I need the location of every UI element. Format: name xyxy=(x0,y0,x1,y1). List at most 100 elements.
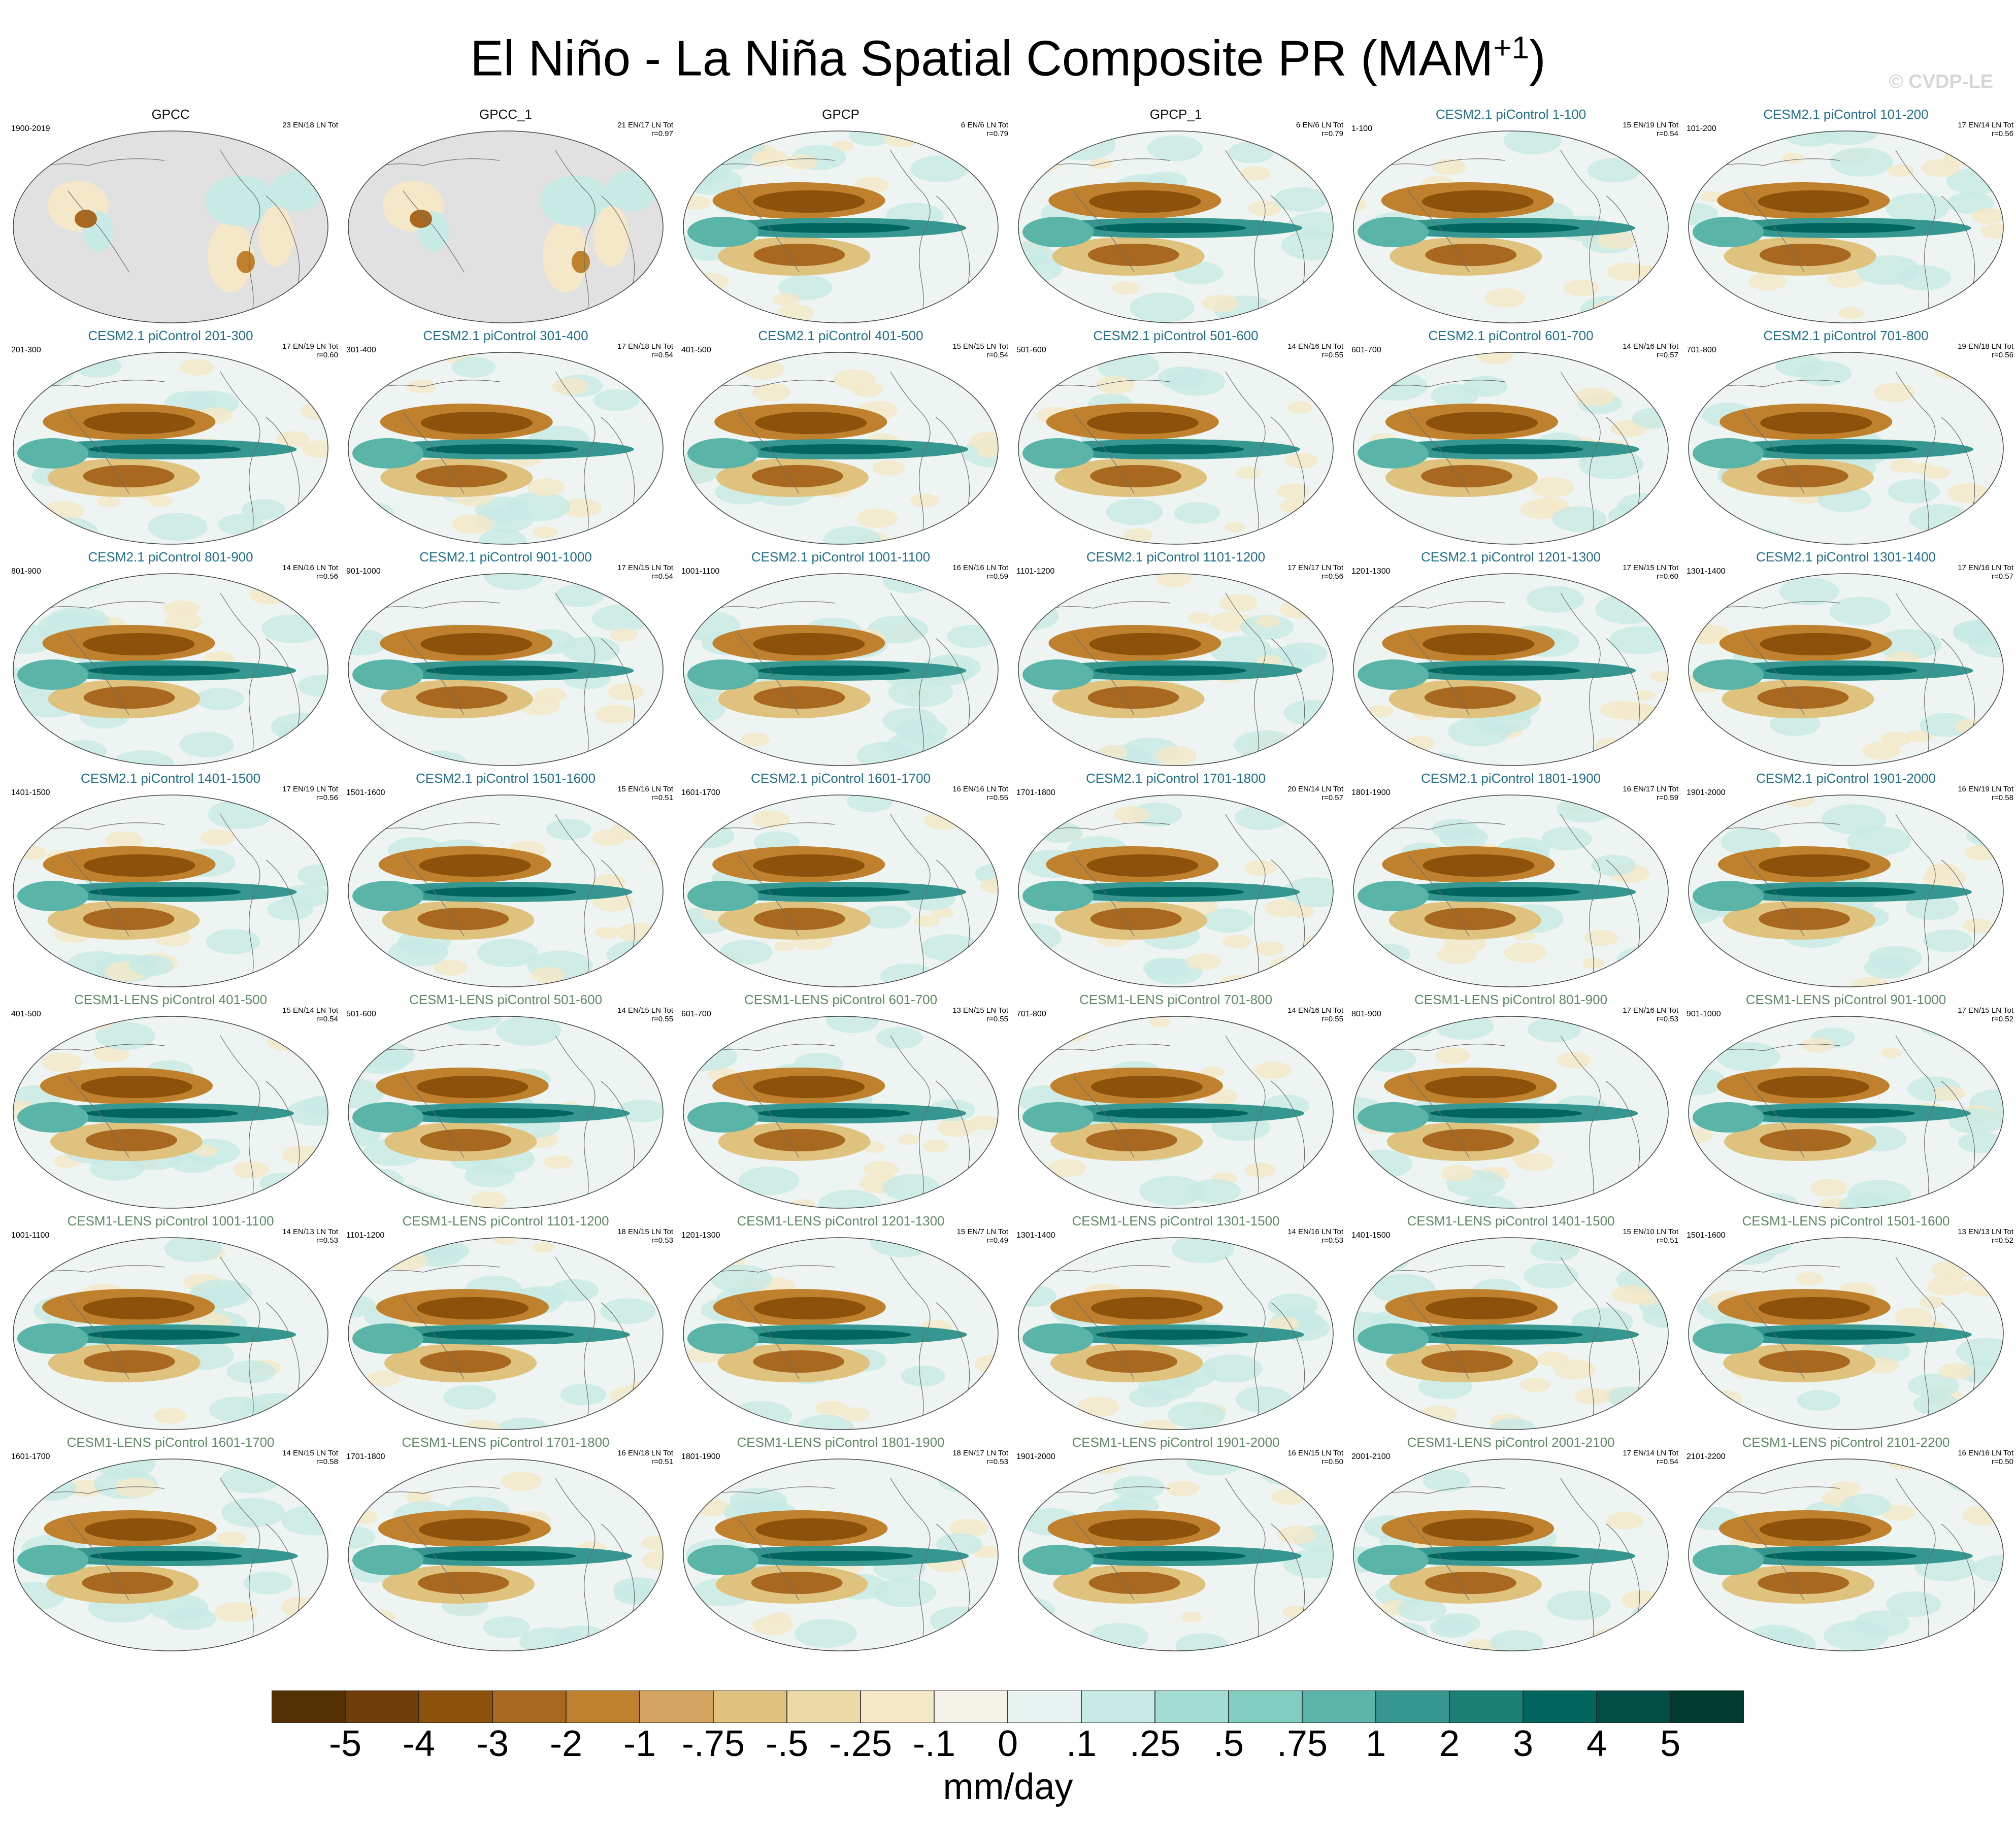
wet-west xyxy=(1693,438,1764,469)
panel-event-counts: 17 EN/17 LN Tot xyxy=(1287,563,1343,572)
panel-pattern-correlation: r=0.54 xyxy=(1657,129,1678,138)
panel-event-counts: 15 EN/15 LN Tot xyxy=(952,342,1008,351)
map-panel: CESM2.1 piControl 1101-1200 1101-1200 17 E… xyxy=(1008,549,1343,771)
map-plot xyxy=(1688,1458,2004,1651)
anomaly-patch xyxy=(769,1612,790,1623)
wet-core xyxy=(1096,1108,1248,1118)
dry-core-north xyxy=(81,1076,193,1098)
panel-counts: 14 EN/16 LN Tot r=0.55 xyxy=(1287,1006,1343,1023)
anomaly-patch xyxy=(284,735,309,747)
panel-title: CESM1-LENS piControl 901-1000 xyxy=(1745,992,1946,1007)
wet-west xyxy=(352,1545,423,1575)
coastline xyxy=(403,1076,465,1158)
anomaly-patch xyxy=(218,514,264,536)
anomaly-patch xyxy=(179,359,214,376)
dry-core-north xyxy=(1758,190,1870,213)
anomaly-patch xyxy=(1564,279,1599,296)
anomaly-patch xyxy=(947,624,997,648)
anomaly-patch xyxy=(1353,268,1373,283)
wet-core xyxy=(88,1330,241,1340)
coastline xyxy=(1743,1518,1805,1601)
wet-west xyxy=(687,217,758,247)
panel-counts: 20 EN/14 LN Tot r=0.57 xyxy=(1287,785,1343,802)
anomaly-patch xyxy=(696,1179,735,1198)
panel-pattern-correlation: r=0.56 xyxy=(316,572,338,581)
anomaly-patch xyxy=(1235,1386,1292,1413)
colorbar-swatch xyxy=(1081,1690,1155,1723)
wet-west xyxy=(1693,1323,1764,1354)
coastline xyxy=(1743,1076,1805,1158)
colorbar-units: mm/day xyxy=(943,1767,1073,1807)
panel-pattern-correlation: r=0.57 xyxy=(1321,793,1343,802)
anomaly-patch xyxy=(1166,1480,1200,1497)
anomaly-patch xyxy=(1520,500,1563,520)
anomaly-patch xyxy=(1923,929,1972,952)
map-border xyxy=(1018,1458,1334,1651)
wet-west xyxy=(352,438,423,469)
anomaly-patch xyxy=(263,964,321,987)
anomaly-patch xyxy=(1810,1179,1848,1197)
map-border xyxy=(348,573,664,766)
panel-pattern-correlation: r=0.56 xyxy=(316,793,338,802)
panel-title: CESM2.1 piControl 501-600 xyxy=(1093,328,1259,343)
anomaly-patch xyxy=(1188,1179,1241,1204)
anomaly-patch xyxy=(434,959,468,976)
panel-years: 201-300 xyxy=(11,346,41,354)
map-border xyxy=(1688,130,2004,323)
anomaly-patch xyxy=(208,800,272,829)
anomaly-patch xyxy=(249,584,292,605)
anomaly-patch xyxy=(1931,1260,1972,1279)
panel-counts: 19 EN/18 LN Tot r=0.56 xyxy=(1958,342,2013,359)
wet-west xyxy=(1693,1102,1764,1133)
panel-event-counts: 17 EN/15 LN Tot xyxy=(617,563,673,572)
panel-years: 701-800 xyxy=(1016,1010,1046,1018)
colorbar-swatch xyxy=(1375,1690,1450,1723)
panel-counts: 15 EN/14 LN Tot r=0.54 xyxy=(282,1006,338,1023)
dry-core-south xyxy=(416,465,508,487)
panel-event-counts: 16 EN/18 LN Tot xyxy=(617,1449,673,1457)
panel-counts: 15 EN/7 LN Tot r=0.49 xyxy=(957,1227,1008,1245)
coastline xyxy=(220,371,260,540)
colorbar-tick-label: -3 xyxy=(476,1723,509,1764)
wet-west xyxy=(1358,1323,1429,1354)
anomaly-patch xyxy=(37,517,98,544)
anomaly-patch xyxy=(388,939,448,967)
panel-years: 1601-1700 xyxy=(11,1452,50,1461)
anomaly-patch xyxy=(1378,1622,1428,1646)
map-plot xyxy=(13,352,328,545)
anomaly-patch xyxy=(1148,1016,1171,1027)
map-border xyxy=(348,794,664,987)
anomaly-patch xyxy=(1958,1172,2003,1202)
panel-event-counts: 21 EN/17 LN Tot xyxy=(617,121,673,129)
panel-years: 1001-1100 xyxy=(681,567,720,576)
anomaly-patch xyxy=(914,915,940,927)
anomaly-patch xyxy=(1031,1641,1063,1651)
map-border xyxy=(348,1237,664,1430)
wet-core xyxy=(425,666,578,676)
anomaly-patch xyxy=(1174,502,1220,524)
anomaly-patch xyxy=(1946,192,1994,214)
dry-core-south xyxy=(753,1129,845,1151)
panel-event-counts: 17 EN/16 LN Tot xyxy=(1623,1006,1678,1015)
wet-west xyxy=(1022,659,1094,690)
map-plot xyxy=(1688,352,2004,545)
map-border xyxy=(683,1237,999,1430)
panel-title: CESM1-LENS piControl 1001-1100 xyxy=(67,1213,274,1229)
anomaly-patch xyxy=(1139,1176,1205,1206)
map-panel: CESM2.1 piControl 1301-1400 1301-1400 17 E… xyxy=(1678,549,2013,771)
map-plot xyxy=(1688,794,2004,987)
anomaly-patch xyxy=(507,491,571,521)
panel-event-counts: 17 EN/15 LN Tot xyxy=(1958,1006,2013,1015)
wet-west xyxy=(1022,438,1094,469)
dry-core-south xyxy=(1425,244,1517,266)
anomaly-patch xyxy=(1927,1276,1969,1296)
anomaly-patch xyxy=(1722,1239,1777,1265)
wet-west xyxy=(1693,217,1764,247)
dry-core-south xyxy=(1424,686,1516,709)
panel-counts: 13 EN/13 LN Tot r=0.52 xyxy=(1958,1227,2013,1245)
dry-core-north xyxy=(1759,1518,1871,1541)
anomaly-patch xyxy=(1130,292,1195,323)
map-panel: CESM1-LENS piControl 1001-1100 1001-1100 1… xyxy=(3,1213,338,1435)
anomaly-patch xyxy=(1245,860,1277,876)
dry-core-south xyxy=(753,244,845,266)
